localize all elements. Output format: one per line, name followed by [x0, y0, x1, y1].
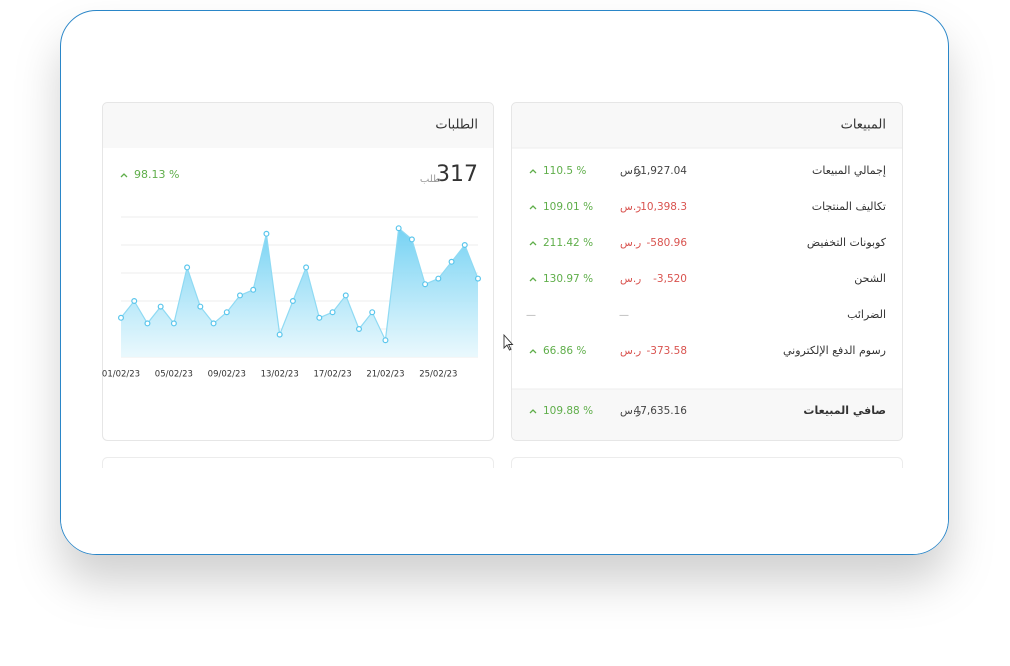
row-value: -3,520	[653, 273, 687, 285]
orders-card	[102, 102, 494, 441]
row-label: الشحن	[854, 272, 886, 285]
row-currency: ر.س	[620, 273, 641, 285]
up-caret	[529, 277, 537, 282]
row-label: إجمالي المبيعات	[812, 164, 886, 177]
x-tick-label: 25/02/23	[419, 370, 457, 380]
row-change: 66.86 %	[543, 345, 586, 357]
point	[237, 292, 244, 299]
orders-count: 317	[436, 162, 478, 187]
x-tick-label: 09/02/23	[208, 370, 246, 380]
row-currency: ر.س	[620, 345, 641, 357]
sales-card-header	[512, 103, 902, 148]
row-change: 211.42 %	[543, 237, 593, 249]
point	[184, 264, 191, 271]
orders-chart: 01/02/23 05/02/23 09/02/23 13/02/23 17/02/23…	[102, 216, 482, 380]
window-content: المبيعات الطلبات 317 طلب 98.13 % 01/02/2…	[61, 102, 948, 554]
mouse-cursor	[503, 333, 514, 351]
x-tick-label: 01/02/23	[102, 370, 140, 380]
row-value: -580.96	[646, 237, 687, 249]
row-value: -10,398.3	[636, 201, 687, 213]
x-tick-label: 13/02/23	[261, 370, 299, 380]
point	[395, 225, 402, 232]
orders-card-header	[103, 103, 493, 148]
point	[157, 303, 164, 310]
row-change: 109.88 %	[543, 405, 593, 417]
row-currency: ر.س	[620, 237, 641, 249]
row-label: تكاليف المنتجات	[812, 200, 886, 213]
point	[144, 320, 151, 327]
line	[120, 227, 479, 343]
row-change: —	[526, 310, 536, 321]
sales-card-footer	[512, 389, 902, 440]
row-label: صافي المبيعات	[803, 404, 886, 417]
x-tick-label: 17/02/23	[313, 370, 351, 380]
row-change: 110.5 %	[543, 165, 586, 177]
point	[276, 331, 283, 338]
row-change: 130.97 %	[543, 273, 593, 285]
point	[250, 286, 257, 293]
row-label: كوبونات التخفيض	[807, 236, 887, 249]
point	[131, 298, 138, 305]
point	[223, 309, 230, 316]
card-title: الطلبات	[435, 118, 478, 133]
point	[461, 242, 468, 249]
sales-card	[511, 102, 903, 441]
point	[170, 320, 177, 327]
card-title: المبيعات	[841, 118, 886, 133]
row-currency: ر.س	[620, 405, 641, 417]
row-change: 109.01 %	[543, 201, 593, 213]
up-caret	[529, 169, 537, 174]
point	[475, 275, 482, 282]
orders-unit: طلب	[420, 174, 441, 185]
point	[289, 298, 296, 305]
up-caret	[529, 349, 537, 354]
point	[210, 320, 217, 327]
x-tick-label: 05/02/23	[155, 370, 193, 380]
area	[121, 228, 478, 357]
point	[342, 292, 349, 299]
up-caret	[529, 409, 537, 414]
point	[316, 314, 323, 321]
point	[448, 258, 455, 265]
point	[356, 326, 363, 333]
row-label: الضرائب	[847, 308, 886, 321]
orders-change: 98.13 %	[134, 168, 179, 181]
up-caret	[120, 173, 128, 178]
row-label: رسوم الدفع الإلكتروني	[783, 344, 886, 357]
row-currency: ر.س	[620, 201, 641, 213]
point	[369, 309, 376, 316]
point	[382, 337, 389, 344]
point	[263, 230, 270, 237]
point	[303, 264, 310, 271]
row-value: -373.58	[646, 345, 687, 357]
point	[435, 275, 442, 282]
x-tick-label: 21/02/23	[366, 370, 404, 380]
row-currency: ر.س	[620, 165, 641, 177]
point	[197, 303, 204, 310]
point	[422, 281, 429, 288]
point	[329, 309, 336, 316]
row-value: 47,635.16	[634, 405, 688, 417]
point	[117, 314, 124, 321]
up-caret	[529, 241, 537, 246]
up-caret	[529, 205, 537, 210]
fade	[61, 468, 948, 554]
row-value: 61,927.04	[634, 165, 688, 177]
point	[408, 236, 415, 243]
row-value: —	[619, 310, 629, 321]
